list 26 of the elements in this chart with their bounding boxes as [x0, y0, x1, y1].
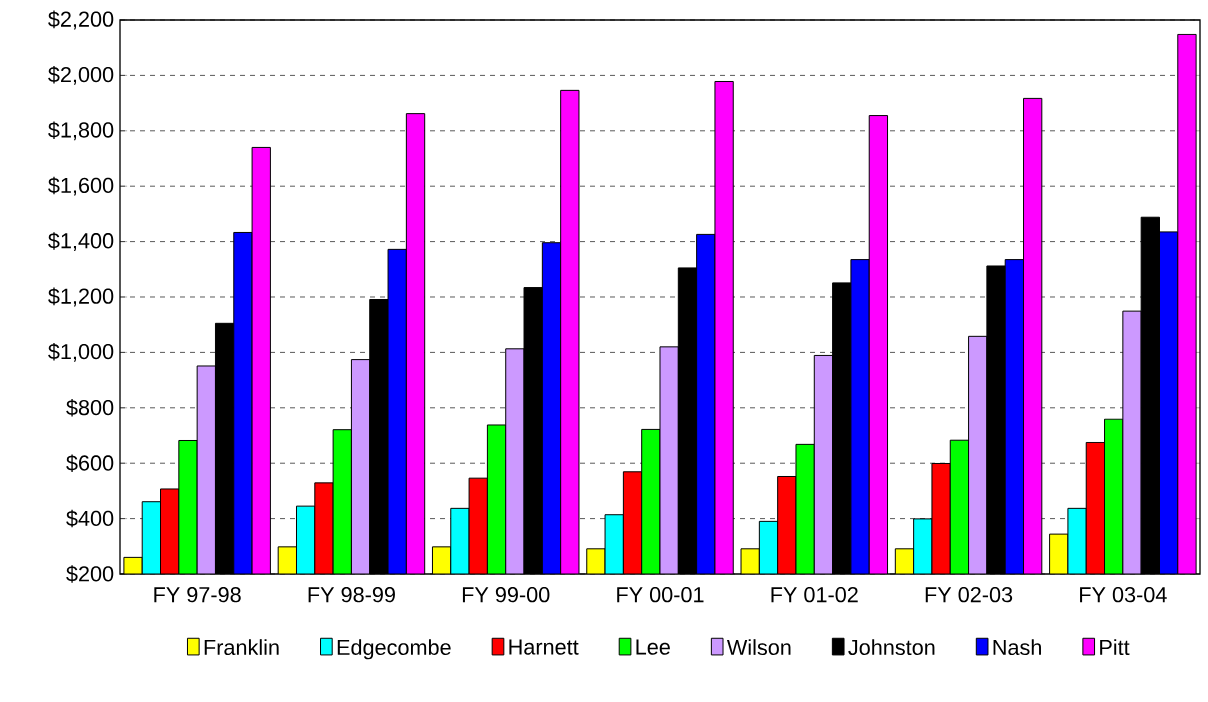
legend-label: Pitt: [1100, 639, 1130, 656]
y-tick-label: $1,800: [48, 121, 114, 141]
x-tick-label: FY 02-03: [925, 587, 1013, 603]
x-tick-label: FY 03-04: [1080, 587, 1167, 603]
x-tick-label: FY 97-98: [154, 587, 241, 603]
y-tick-label: $800: [66, 399, 114, 417]
y-tick-label: $1,200: [48, 287, 114, 307]
x-tick-label: FY 01-02: [771, 587, 858, 603]
legend-label: Edgecombe: [337, 639, 451, 660]
legend-label: Harnett: [509, 639, 579, 655]
legend-label: Lee: [636, 639, 670, 655]
y-tick-label: $200: [66, 565, 114, 583]
y-tick-label: $400: [66, 509, 114, 528]
y-tick-label: $2,000: [48, 65, 114, 85]
y-tick-label: $600: [66, 454, 114, 472]
x-tick-label: FY 98-99: [308, 587, 395, 603]
legend-label: Johnston: [848, 639, 935, 656]
y-tick-label: $2,200: [48, 10, 114, 30]
legend-label: Wilson: [726, 639, 791, 656]
x-tick-label: FY 99-00: [462, 587, 550, 603]
y-tick-label: $1,600: [48, 176, 114, 196]
y-tick-label: $1,400: [48, 232, 114, 252]
legend-label: Nash: [993, 639, 1041, 656]
x-tick-label: FY 00-01: [617, 587, 704, 603]
legend-label: Franklin: [204, 639, 279, 656]
y-tick-label: $1,000: [48, 342, 114, 362]
